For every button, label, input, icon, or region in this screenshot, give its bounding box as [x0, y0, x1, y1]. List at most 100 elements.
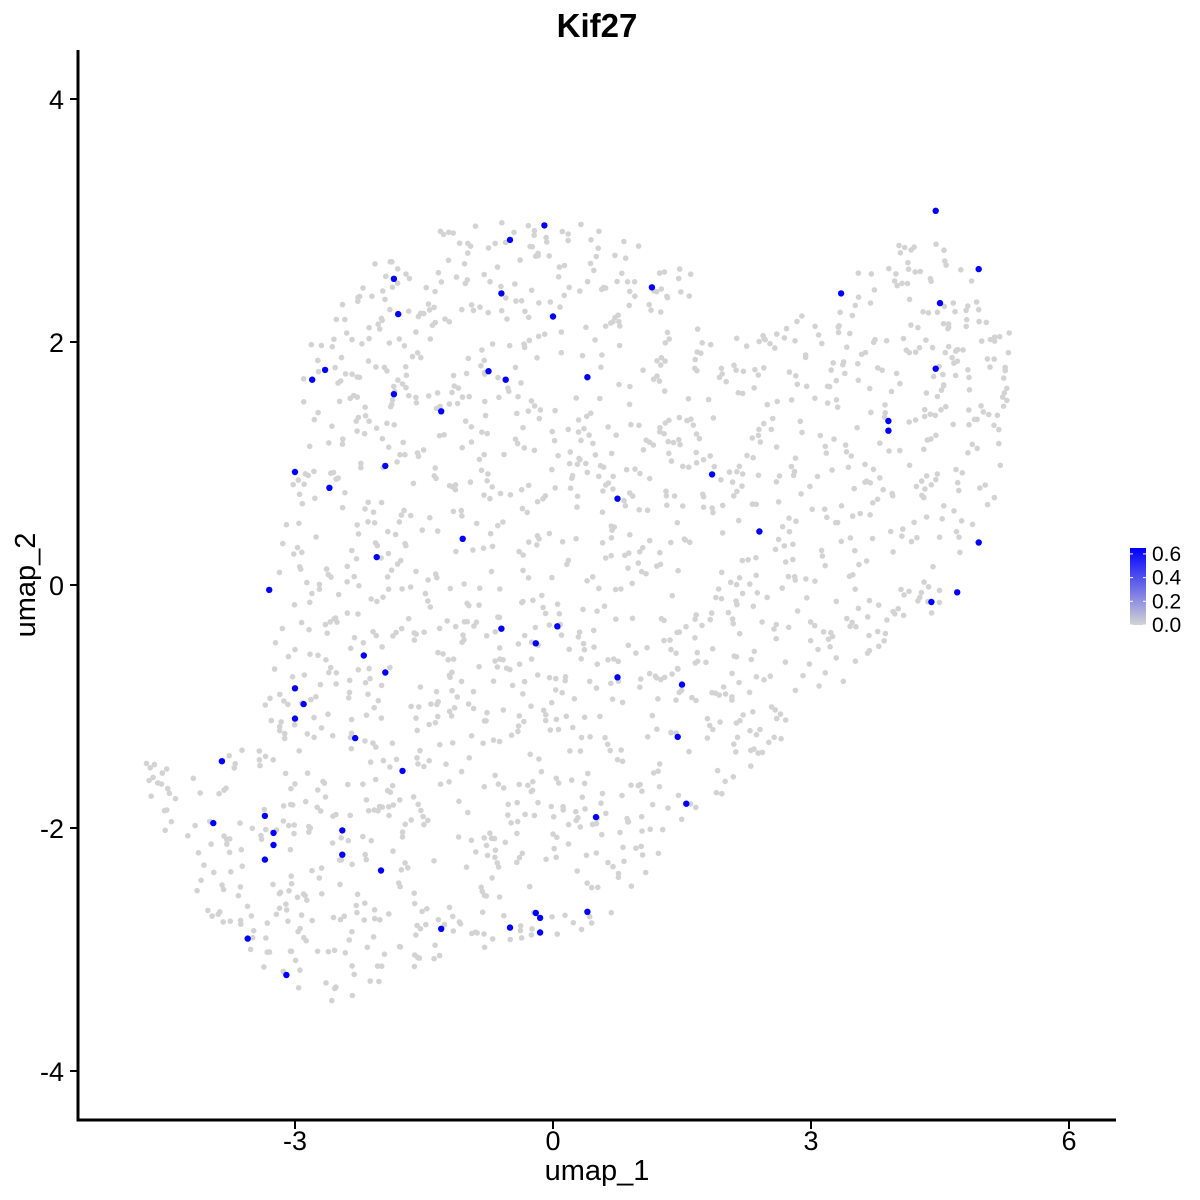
cell-point-background — [480, 740, 486, 746]
cell-point-background — [829, 467, 835, 473]
cell-point-background — [704, 735, 711, 741]
cell-point-background — [514, 799, 520, 806]
cell-point-background — [849, 312, 856, 319]
cell-point-expressing — [674, 733, 681, 741]
cell-point-background — [752, 366, 758, 373]
cell-point-background — [273, 911, 280, 918]
cell-point-background — [427, 514, 433, 521]
cell-point-background — [581, 780, 588, 787]
cell-point-background — [693, 804, 699, 811]
cell-point-background — [516, 661, 523, 667]
cell-point-background — [580, 640, 587, 647]
cell-point-background — [492, 854, 498, 861]
cell-point-background — [874, 365, 881, 371]
cell-point-background — [546, 253, 552, 259]
cell-point-background — [862, 461, 868, 468]
cell-point-background — [679, 503, 686, 509]
cell-point-background — [790, 472, 797, 479]
cell-point-background — [337, 916, 344, 923]
cell-point-background — [794, 318, 800, 325]
cell-point-background — [331, 947, 338, 954]
cell-point-background — [866, 647, 873, 654]
cell-point-background — [280, 803, 287, 809]
cell-point-background — [676, 436, 682, 443]
cell-point-background — [379, 435, 386, 442]
cell-point-background — [694, 326, 701, 332]
cell-point-background — [991, 494, 998, 501]
cell-point-background — [194, 887, 200, 894]
cell-point-background — [425, 301, 432, 307]
cell-point-background — [654, 373, 660, 379]
cell-point-background — [669, 592, 676, 599]
cell-point-background — [922, 486, 928, 492]
cell-point-background — [164, 785, 171, 792]
cell-point-background — [739, 390, 746, 397]
cell-point-background — [772, 345, 778, 351]
cell-point-background — [689, 694, 695, 701]
cell-point-background — [496, 394, 502, 401]
cell-point-background — [447, 585, 454, 592]
cell-point-background — [675, 666, 681, 672]
cell-point-background — [980, 409, 987, 415]
cell-point-background — [921, 413, 928, 420]
cell-point-background — [555, 274, 562, 280]
cell-point-background — [298, 619, 305, 626]
cell-point-background — [715, 586, 722, 592]
cell-point-background — [238, 846, 245, 853]
cell-point-background — [389, 740, 396, 746]
cell-point-background — [521, 678, 528, 685]
cell-point-background — [709, 505, 715, 511]
cell-point-background — [518, 298, 525, 304]
cell-point-background — [936, 599, 943, 606]
cell-point-background — [778, 735, 784, 742]
cell-point-background — [426, 721, 433, 728]
cell-point-background — [950, 421, 956, 428]
cell-point-expressing — [244, 935, 251, 942]
cell-point-background — [551, 437, 558, 444]
cell-point-background — [560, 803, 566, 810]
cell-point-background — [536, 756, 542, 762]
cell-point-background — [306, 443, 313, 450]
cell-point-background — [933, 432, 939, 439]
cell-point-background — [782, 717, 789, 723]
cell-point-background — [928, 610, 935, 616]
cell-point-background — [286, 888, 292, 894]
cell-point-background — [557, 304, 563, 310]
cell-point-background — [336, 857, 343, 863]
cell-point-background — [332, 615, 339, 621]
cell-point-background — [393, 756, 400, 763]
cell-point-background — [536, 415, 543, 422]
cell-point-background — [751, 746, 757, 752]
cell-point-background — [555, 780, 562, 786]
cell-point-background — [608, 450, 615, 457]
cell-point-background — [782, 659, 789, 665]
cell-point-background — [440, 651, 446, 657]
cell-point-background — [304, 897, 310, 903]
cell-point-background — [566, 284, 572, 291]
cell-point-background — [513, 298, 519, 304]
cell-point-background — [285, 653, 292, 660]
cell-point-background — [942, 258, 948, 264]
cell-point-background — [370, 509, 377, 515]
cell-point-background — [264, 949, 271, 955]
cell-point-background — [517, 927, 524, 934]
cell-point-background — [590, 627, 597, 634]
cell-point-background — [346, 937, 353, 943]
cell-point-background — [345, 695, 352, 701]
cell-point-background — [842, 370, 848, 377]
cell-point-background — [777, 711, 784, 717]
cell-point-background — [479, 429, 485, 436]
cell-point-background — [299, 500, 306, 507]
cell-point-background — [301, 672, 308, 678]
cell-point-expressing — [261, 856, 269, 863]
cell-point-background — [696, 435, 703, 442]
cell-point-background — [719, 790, 725, 797]
cell-point-background — [479, 909, 486, 915]
cell-point-background — [644, 507, 651, 514]
cell-point-background — [951, 360, 957, 366]
cell-point-background — [573, 535, 579, 542]
cell-point-background — [315, 409, 321, 416]
cell-point-background — [276, 723, 283, 730]
cell-point-background — [348, 745, 355, 752]
cell-point-background — [730, 774, 737, 780]
